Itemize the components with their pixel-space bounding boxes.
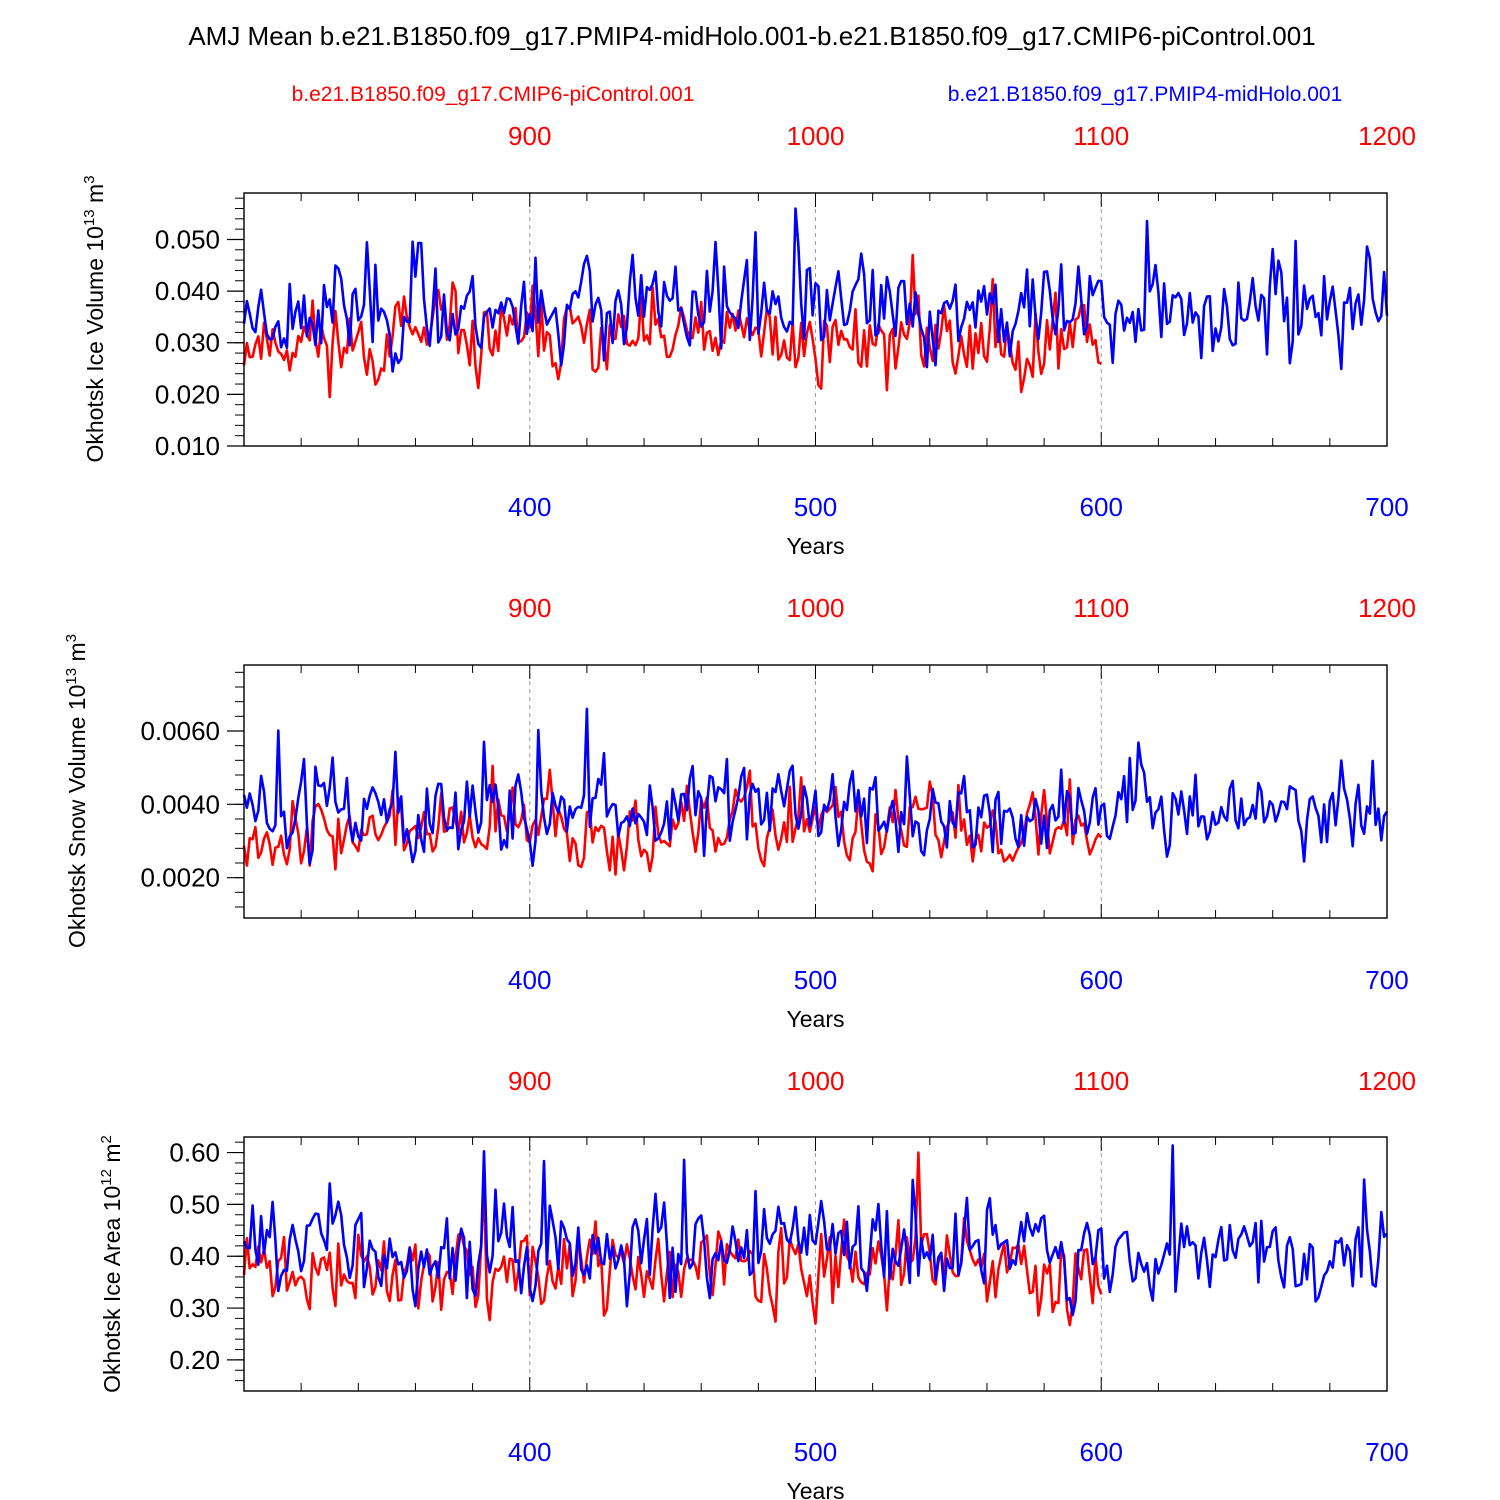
x2-tick-label: 1200 bbox=[1358, 593, 1416, 623]
y-tick-label: 0.030 bbox=[155, 328, 220, 358]
y-tick-label: 0.40 bbox=[169, 1241, 220, 1271]
x-tick-label: 400 bbox=[508, 965, 551, 995]
series-line-midholo bbox=[242, 707, 1389, 868]
x2-tick-label: 1200 bbox=[1358, 121, 1416, 151]
x2-tick-label: 1100 bbox=[1073, 121, 1129, 151]
x2-tick-label: 1200 bbox=[1358, 1066, 1416, 1096]
y-label-text: m bbox=[99, 1143, 125, 1169]
y-label-superscript: 2 bbox=[98, 1135, 115, 1143]
x-tick-label: 700 bbox=[1365, 492, 1408, 522]
x-tick-label: 500 bbox=[794, 1437, 837, 1467]
y-tick-label: 0.20 bbox=[169, 1345, 220, 1375]
figure-title: AMJ Mean b.e21.B1850.f09_g17.PMIP4-midHo… bbox=[188, 21, 1315, 51]
y-label-superscript: 12 bbox=[98, 1169, 115, 1186]
y-tick-label: 0.020 bbox=[155, 379, 220, 409]
x-tick-label: 700 bbox=[1365, 1437, 1408, 1467]
x-tick-label: 500 bbox=[794, 492, 837, 522]
chart-panel-3: 0.20 0.30 0.40 0.50 0.60 400 900 500 1000 600 1100… bbox=[98, 1066, 1416, 1500]
y-axis-label: Okhotsk Ice Area 1012 m2 bbox=[98, 1135, 125, 1393]
series-line-picontrol bbox=[242, 1151, 1103, 1327]
series-line-picontrol bbox=[242, 253, 1102, 399]
y-label-text: m bbox=[64, 642, 90, 668]
x2-tick-label: 1100 bbox=[1073, 1066, 1129, 1096]
y-tick-label: 0.010 bbox=[155, 431, 220, 461]
y-tick-label: 0.040 bbox=[155, 276, 220, 306]
y-label-superscript: 3 bbox=[63, 634, 80, 642]
y-label-text: Okhotsk Snow Volume 10 bbox=[64, 685, 90, 948]
y-axis-label: Okhotsk Ice Volume 1013 m3 bbox=[81, 175, 108, 462]
x-axis-label: Years bbox=[787, 1006, 845, 1032]
x2-tick-label: 1000 bbox=[787, 121, 845, 151]
y-tick-label: 0.50 bbox=[169, 1189, 220, 1219]
legend-blue-label: b.e21.B1850.f09_g17.PMIP4-midHolo.001 bbox=[948, 83, 1343, 106]
y-label-superscript: 3 bbox=[81, 175, 98, 183]
y-label-superscript: 13 bbox=[81, 209, 98, 226]
x-axis-label: Years bbox=[787, 533, 845, 559]
panels: 0.010 0.020 0.030 0.040 0.050 400 900 500 1000 60… bbox=[63, 121, 1416, 1500]
x2-tick-label: 900 bbox=[508, 121, 551, 151]
x-tick-label: 400 bbox=[508, 492, 551, 522]
plot-frame bbox=[243, 192, 1388, 447]
chart-panel-2: 0.0020 0.0040 0.0060 400 900 500 1000 600 1100 70… bbox=[63, 593, 1416, 1032]
x2-tick-label: 900 bbox=[508, 593, 551, 623]
y-label-superscript: 13 bbox=[63, 668, 80, 685]
x2-tick-label: 1000 bbox=[787, 593, 845, 623]
x-axis-label: Years bbox=[787, 1478, 845, 1500]
y-tick-label: 0.60 bbox=[169, 1138, 220, 1168]
x2-tick-label: 1100 bbox=[1073, 593, 1129, 623]
x-tick-label: 600 bbox=[1080, 492, 1123, 522]
x-tick-label: 600 bbox=[1080, 965, 1123, 995]
x2-tick-label: 1000 bbox=[787, 1066, 845, 1096]
x-tick-label: 400 bbox=[508, 1437, 551, 1467]
y-tick-label: 0.050 bbox=[155, 224, 220, 254]
x-tick-label: 700 bbox=[1365, 965, 1408, 995]
x-tick-label: 500 bbox=[794, 965, 837, 995]
y-tick-label: 0.30 bbox=[169, 1293, 220, 1323]
chart-panel-1: 0.010 0.020 0.030 0.040 0.050 400 900 500 1000 60… bbox=[81, 121, 1416, 559]
y-label-text: Okhotsk Ice Volume 10 bbox=[82, 226, 108, 463]
series-line-midholo bbox=[242, 1144, 1388, 1317]
y-axis-label: Okhotsk Snow Volume 1013 m3 bbox=[63, 634, 90, 948]
legend-red-label: b.e21.B1850.f09_g17.CMIP6-piControl.001 bbox=[292, 83, 695, 106]
y-label-text: m bbox=[82, 184, 108, 210]
y-tick-label: 0.0040 bbox=[140, 789, 220, 819]
y-tick-label: 0.0020 bbox=[140, 863, 220, 893]
y-label-text: Okhotsk Ice Area 10 bbox=[99, 1186, 125, 1393]
x-tick-label: 600 bbox=[1080, 1437, 1123, 1467]
y-tick-label: 0.0060 bbox=[140, 716, 220, 746]
series-line-midholo bbox=[242, 207, 1389, 373]
x2-tick-label: 900 bbox=[508, 1066, 551, 1096]
series-line-picontrol bbox=[242, 764, 1103, 876]
